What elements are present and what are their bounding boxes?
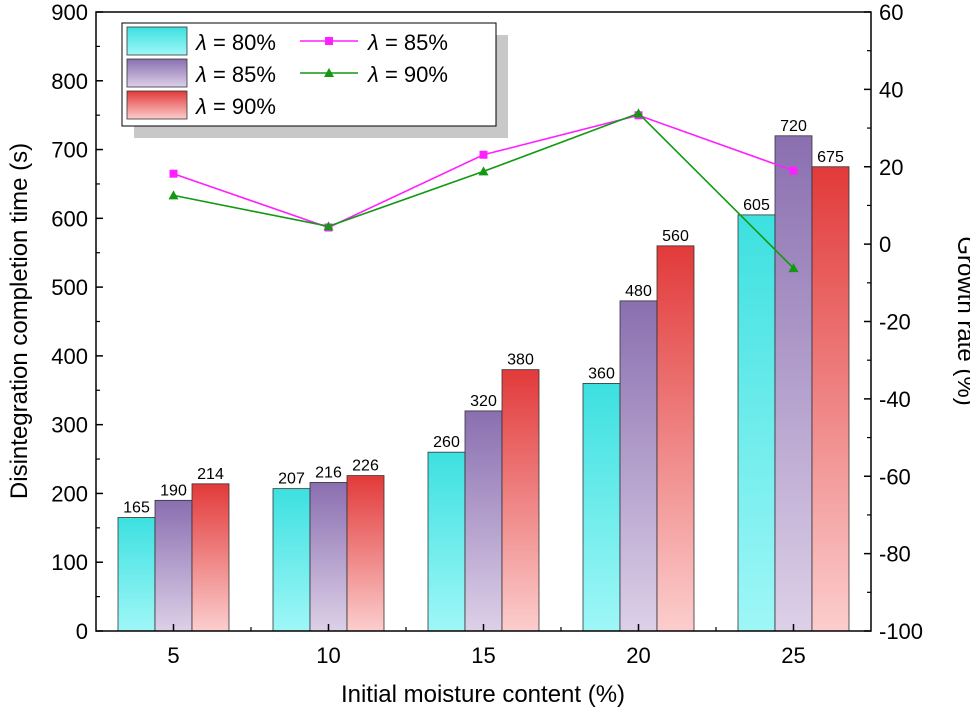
legend: λ = 80% λ = 85% λ = 90% λ = 85% λ = 90%: [121, 22, 508, 138]
x-tick-label-2: 15: [471, 643, 495, 668]
bar-label-s1-1: 216: [315, 464, 342, 481]
legend-label-bar-2: λ = 90%: [195, 94, 276, 119]
legend-label-bar-1: λ = 85%: [195, 62, 276, 87]
bar-label-s2-1: 226: [352, 458, 379, 475]
line-marker-s1-3: [633, 108, 644, 118]
y-right-tick-label-1: -80: [879, 542, 911, 567]
bar-s1-2: [464, 410, 503, 632]
y-right-tick-label-4: -20: [879, 310, 911, 335]
legend-label-bar-0: λ = 80%: [195, 30, 276, 55]
bars-layer: [117, 135, 850, 632]
bar-label-s0-0: 165: [123, 500, 150, 517]
legend-swatch-bar-0: [126, 26, 188, 56]
bar-label-s2-4: 675: [817, 149, 844, 166]
y-right-axis-title: Growth rate (%): [952, 236, 970, 405]
y-left-tick-label-9: 900: [51, 0, 88, 25]
line-marker-s0-2: [479, 150, 488, 159]
y-left-tick-label-2: 200: [51, 481, 88, 506]
line-marker-s1-0: [168, 190, 179, 200]
y-right-tick-label-0: -100: [879, 619, 923, 644]
y-left-tick-label-3: 300: [51, 413, 88, 438]
bar-label-s1-0: 190: [160, 482, 187, 499]
legend-marker-1: [324, 68, 334, 77]
x-tick-label-4: 25: [781, 643, 805, 668]
bar-s2-1: [346, 475, 385, 632]
y-left-tick-label-1: 100: [51, 550, 88, 575]
bar-s0-4: [737, 214, 776, 632]
line-marker-s1-1: [323, 221, 334, 231]
y-right-tick-label-3: -40: [879, 387, 911, 412]
y-right-tick-label-2: -60: [879, 464, 911, 489]
line-marker-s1-2: [478, 166, 489, 176]
bar-label-s0-4: 605: [743, 197, 770, 214]
legend-label-line-0: λ = 85%: [367, 30, 448, 55]
bar-s2-4: [811, 166, 850, 632]
x-tick-label-3: 20: [626, 643, 650, 668]
y-left-tick-label-0: 0: [76, 619, 88, 644]
bar-label-s1-2: 320: [470, 393, 497, 410]
y-left-tick-label-8: 800: [51, 69, 88, 94]
bar-s2-0: [191, 483, 230, 632]
line-marker-s1-4: [788, 263, 799, 273]
bar-s0-0: [117, 517, 156, 632]
bar-label-s0-1: 207: [278, 471, 305, 488]
bar-s0-2: [427, 451, 466, 632]
legend-swatch-bar-1: [126, 58, 188, 88]
y-left-tick-label-5: 500: [51, 275, 88, 300]
x-tick-label-1: 10: [316, 643, 340, 668]
bar-label-s1-3: 480: [625, 283, 652, 300]
bar-s1-4: [774, 135, 813, 632]
bar-s1-3: [619, 300, 658, 632]
y-right-tick-label-5: 0: [879, 232, 891, 257]
bar-s2-2: [501, 369, 540, 632]
x-axis-title: Initial moisture content (%): [341, 681, 625, 708]
bar-s0-1: [272, 488, 311, 632]
bar-label-s1-4: 720: [780, 118, 807, 135]
bar-s0-3: [582, 382, 621, 632]
y-left-axis-title: Disintegration completion time (s): [6, 143, 33, 499]
bar-label-s2-2: 380: [507, 352, 534, 369]
lines-layer: [168, 108, 799, 273]
bar-label-s0-3: 360: [588, 365, 615, 382]
y-right-tick-label-6: 20: [879, 155, 903, 180]
bar-s1-1: [309, 482, 348, 632]
y-right-tick-label-8: 60: [879, 0, 903, 25]
y-left-tick-label-4: 400: [51, 344, 88, 369]
bar-s1-0: [154, 499, 193, 632]
line-marker-s0-0: [169, 169, 178, 178]
legend-label-line-1: λ = 90%: [367, 62, 448, 87]
line-marker-s0-4: [789, 166, 798, 175]
x-tick-label-0: 5: [167, 643, 179, 668]
y-left-tick-label-7: 700: [51, 138, 88, 163]
bar-label-s2-0: 214: [197, 466, 224, 483]
legend-swatch-bar-2: [126, 90, 188, 120]
bar-s2-3: [656, 245, 695, 632]
bar-labels-layer: 165 207 260 360 605 190 216 320 480 720 214 226 380 5…: [123, 118, 844, 517]
bar-label-s0-2: 260: [433, 434, 460, 451]
legend-marker-0: [325, 37, 333, 45]
bar-label-s2-3: 560: [662, 228, 689, 245]
y-left-tick-label-6: 600: [51, 206, 88, 231]
axes-layer: 0100200300400500600700800900-100-80-60-4…: [51, 0, 923, 668]
y-right-tick-label-7: 40: [879, 77, 903, 102]
